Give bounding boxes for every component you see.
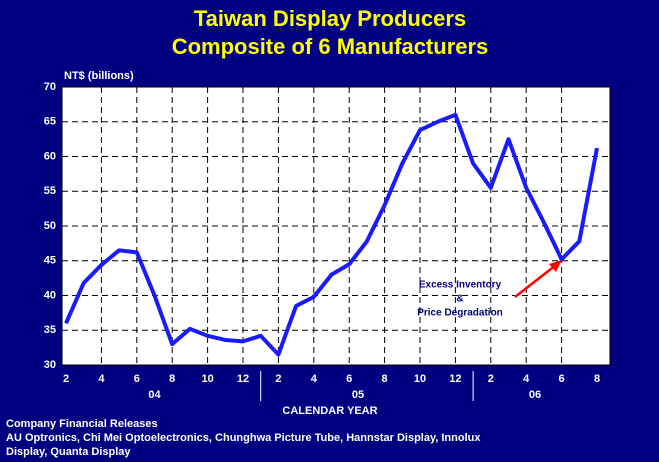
annotation: Excess Inventory bbox=[419, 280, 502, 291]
x-tick-label: 4 bbox=[523, 373, 530, 385]
x-tick-label: 2 bbox=[488, 373, 494, 385]
source: AU Optronics, Chi Mei Optoelectronics, C… bbox=[6, 432, 481, 444]
y-tick-label: 65 bbox=[44, 116, 56, 128]
x-group-label: 05 bbox=[352, 389, 364, 401]
x-tick-label: 10 bbox=[414, 373, 426, 385]
annotation: Price Degradation bbox=[417, 308, 503, 319]
x-tick-label: 6 bbox=[559, 373, 565, 385]
x-tick-label: 8 bbox=[382, 373, 388, 385]
x-tick-label: 4 bbox=[98, 373, 105, 385]
y-axis-label: NT$ (billions) bbox=[64, 70, 134, 82]
x-axis-label: CALENDAR YEAR bbox=[282, 405, 377, 417]
x-tick-label: 6 bbox=[134, 373, 140, 385]
x-tick-label: 12 bbox=[449, 373, 461, 385]
annotation-arrowhead bbox=[549, 260, 562, 272]
source: Company Financial Releases bbox=[6, 418, 158, 430]
x-group-label: 04 bbox=[148, 389, 161, 401]
x-tick-label: 8 bbox=[594, 373, 600, 385]
y-tick-label: 45 bbox=[44, 255, 56, 267]
x-tick-label: 10 bbox=[201, 373, 213, 385]
y-tick-label: 40 bbox=[44, 289, 56, 301]
source: Display, Quanta Display bbox=[6, 446, 131, 458]
y-tick-label: 55 bbox=[44, 185, 56, 197]
y-tick-label: 70 bbox=[44, 81, 56, 93]
x-tick-label: 2 bbox=[63, 373, 69, 385]
annotation: & bbox=[456, 294, 463, 305]
data-line bbox=[64, 112, 599, 357]
chart-title: Taiwan Display Producers bbox=[194, 6, 466, 31]
x-tick-label: 12 bbox=[237, 373, 249, 385]
x-tick-label: 4 bbox=[311, 373, 318, 385]
x-tick-label: 6 bbox=[346, 373, 352, 385]
x-group-label: 06 bbox=[529, 389, 541, 401]
y-tick-label: 60 bbox=[44, 150, 56, 162]
x-tick-label: 2 bbox=[275, 373, 281, 385]
annotation-arrow bbox=[514, 264, 557, 298]
x-tick-label: 8 bbox=[169, 373, 175, 385]
y-tick-label: 35 bbox=[44, 324, 56, 336]
y-tick-label: 30 bbox=[44, 359, 56, 371]
y-tick-label: 50 bbox=[44, 220, 56, 232]
chart-title: Composite of 6 Manufacturers bbox=[172, 34, 489, 59]
plot-border bbox=[61, 86, 611, 366]
